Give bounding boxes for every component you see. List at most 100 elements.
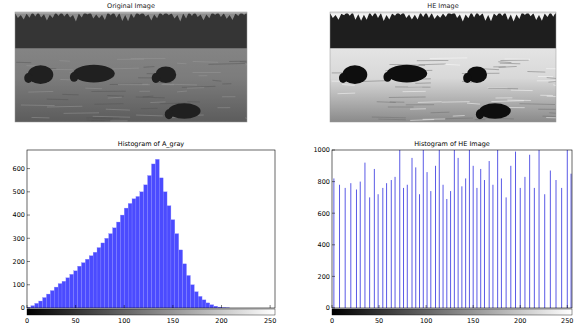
bar bbox=[561, 188, 562, 308]
bar bbox=[550, 171, 551, 308]
bar bbox=[412, 158, 413, 308]
marks bbox=[334, 150, 571, 308]
bison-head bbox=[24, 73, 32, 83]
bison bbox=[479, 103, 511, 118]
bar bbox=[395, 177, 396, 308]
bar bbox=[171, 220, 175, 308]
bar bbox=[66, 278, 70, 308]
grass bbox=[445, 64, 461, 66]
grass bbox=[110, 120, 127, 121]
bar bbox=[534, 188, 535, 308]
bar bbox=[183, 264, 187, 308]
plot-area bbox=[27, 150, 275, 308]
grass bbox=[49, 69, 73, 70]
bar bbox=[415, 167, 416, 308]
bar bbox=[58, 284, 62, 308]
grass bbox=[538, 76, 553, 77]
bar bbox=[524, 177, 525, 308]
grass bbox=[549, 112, 556, 114]
y-tick-label: 100 bbox=[13, 281, 25, 289]
y-tick bbox=[27, 284, 30, 285]
bison bbox=[73, 65, 115, 83]
y-tick-label: 600 bbox=[13, 165, 25, 173]
histogram-chart: 0100200300400500600050100150200250Histog… bbox=[13, 140, 277, 325]
bison-head bbox=[476, 109, 484, 119]
bar bbox=[46, 294, 50, 308]
grass bbox=[87, 120, 104, 121]
grass bbox=[363, 80, 387, 82]
bar bbox=[128, 203, 132, 308]
histogram-chart: 02004006008001000050100150200250Histogra… bbox=[313, 140, 573, 325]
grass bbox=[418, 101, 442, 103]
grass bbox=[47, 106, 82, 108]
grass bbox=[28, 91, 53, 93]
grass bbox=[32, 117, 50, 118]
grass bbox=[177, 63, 186, 65]
bar bbox=[427, 172, 428, 308]
bar bbox=[492, 185, 493, 308]
grass bbox=[177, 91, 187, 93]
x-tick bbox=[172, 305, 173, 308]
grass bbox=[417, 60, 449, 61]
grass bbox=[484, 68, 499, 70]
y-tick-label: 300 bbox=[13, 235, 25, 243]
bar bbox=[529, 155, 530, 308]
image-title: HE Image bbox=[427, 2, 458, 10]
x-tick-label: 100 bbox=[420, 317, 432, 325]
y-tick-label: 600 bbox=[318, 210, 330, 218]
bar bbox=[391, 180, 392, 308]
bar bbox=[210, 305, 214, 308]
x-tick-label: 250 bbox=[264, 317, 276, 325]
grass bbox=[395, 86, 430, 87]
x-tick-label: 100 bbox=[118, 317, 130, 325]
grass bbox=[136, 97, 165, 99]
x-tick-label: 200 bbox=[514, 317, 526, 325]
bar bbox=[476, 188, 477, 308]
grass bbox=[117, 59, 144, 60]
bar bbox=[339, 185, 340, 308]
x-tick bbox=[473, 305, 474, 308]
bar bbox=[465, 178, 466, 308]
y-tick bbox=[332, 181, 335, 182]
grass bbox=[547, 96, 556, 97]
grass bbox=[537, 80, 556, 81]
bar bbox=[50, 291, 54, 308]
bar bbox=[364, 163, 365, 308]
photo bbox=[330, 12, 556, 122]
gray-bar bbox=[27, 309, 275, 315]
grass bbox=[107, 95, 124, 97]
grass bbox=[240, 61, 247, 63]
grass bbox=[388, 107, 414, 108]
bar bbox=[35, 303, 39, 308]
grass bbox=[377, 101, 396, 103]
y-tick-label: 200 bbox=[13, 258, 25, 266]
bar bbox=[506, 197, 507, 308]
photo bbox=[15, 12, 247, 122]
bar bbox=[159, 178, 163, 308]
bar bbox=[345, 188, 346, 308]
bar bbox=[399, 150, 400, 308]
grass bbox=[139, 91, 150, 92]
plot-area bbox=[332, 150, 572, 308]
trees bbox=[15, 12, 247, 48]
bar bbox=[140, 192, 144, 308]
bar bbox=[175, 234, 179, 308]
bar bbox=[81, 263, 85, 308]
y-tick bbox=[332, 213, 335, 214]
bar bbox=[510, 166, 511, 308]
grass bbox=[131, 58, 166, 59]
grass bbox=[403, 91, 426, 92]
grass bbox=[47, 99, 68, 100]
bar bbox=[167, 206, 171, 308]
bar bbox=[458, 158, 459, 308]
y-tick-label: 0 bbox=[21, 304, 25, 312]
bison-head bbox=[152, 73, 160, 83]
bar bbox=[489, 161, 490, 308]
bar bbox=[120, 215, 124, 308]
bar bbox=[144, 185, 148, 308]
bar bbox=[54, 287, 58, 308]
grass bbox=[415, 82, 431, 84]
bar bbox=[501, 178, 502, 308]
x-tick-label: 250 bbox=[561, 317, 573, 325]
bar bbox=[206, 303, 210, 308]
